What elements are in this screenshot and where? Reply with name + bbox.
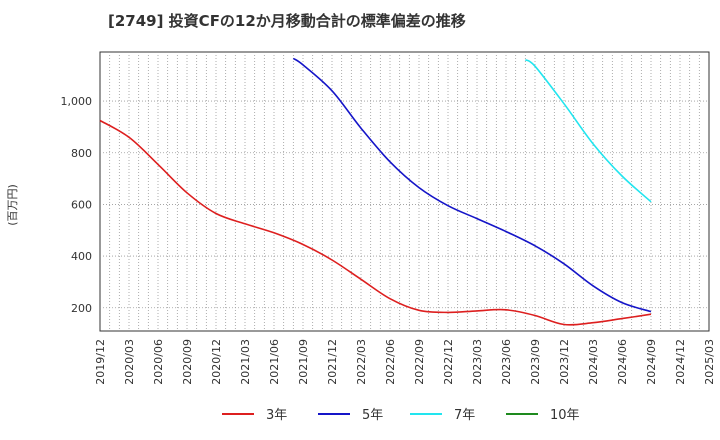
x-tick-label: 2020/12 bbox=[210, 339, 223, 385]
y-tick-label: 800 bbox=[71, 147, 92, 160]
y-tick-label: 400 bbox=[71, 250, 92, 263]
y-tick-label: 1,000 bbox=[61, 95, 93, 108]
y-axis-label: (百万円) bbox=[6, 184, 19, 226]
x-tick-label: 2024/03 bbox=[587, 339, 600, 385]
x-tick-label: 2022/12 bbox=[442, 339, 455, 385]
x-tick-label: 2024/09 bbox=[645, 339, 658, 385]
x-tick-label: 2020/09 bbox=[181, 339, 194, 385]
plot-area bbox=[99, 51, 710, 332]
grid-vertical bbox=[109, 52, 700, 331]
legend-label: 10年 bbox=[550, 408, 580, 423]
chart-title: [2749] 投資CFの12か月移動合計の標準偏差の推移 bbox=[108, 12, 466, 30]
y-tick-labels: 200 400 600 800 1,000 bbox=[61, 95, 93, 315]
x-tick-label: 2021/03 bbox=[239, 339, 252, 385]
y-tick-label: 200 bbox=[71, 302, 92, 315]
legend-label: 3年 bbox=[266, 408, 287, 423]
x-tick-label: 2021/09 bbox=[297, 339, 310, 385]
x-tick-label: 2020/06 bbox=[152, 339, 165, 385]
x-tick-label: 2024/06 bbox=[616, 339, 629, 385]
legend-label: 7年 bbox=[454, 408, 475, 423]
grid-horizontal bbox=[100, 100, 709, 309]
x-tick-label: 2023/03 bbox=[471, 339, 484, 385]
series-line-2 bbox=[292, 57, 652, 313]
x-tick-label: 2019/12 bbox=[94, 339, 107, 385]
x-tick-label: 2024/12 bbox=[674, 339, 687, 385]
series-lines bbox=[99, 57, 652, 326]
x-tick-label: 2021/12 bbox=[326, 339, 339, 385]
series-line-3 bbox=[524, 59, 652, 203]
x-tick-label: 2023/06 bbox=[500, 339, 513, 385]
legend: 3年 5年 7年 10年 bbox=[222, 408, 580, 423]
x-tick-label: 2020/03 bbox=[123, 339, 136, 385]
x-tick-label: 2023/09 bbox=[529, 339, 542, 385]
x-tick-labels: 2019/12 2020/03 2020/06 2020/09 2020/12 2021/… bbox=[94, 339, 716, 385]
x-tick-label: 2022/03 bbox=[355, 339, 368, 385]
y-tick-label: 600 bbox=[71, 198, 92, 211]
legend-label: 5年 bbox=[362, 408, 383, 423]
x-tick-label: 2025/03 bbox=[703, 339, 716, 385]
series-line-1 bbox=[99, 119, 652, 326]
x-tick-label: 2022/09 bbox=[413, 339, 426, 385]
x-tick-label: 2023/12 bbox=[558, 339, 571, 385]
x-tick-label: 2021/06 bbox=[268, 339, 281, 385]
x-tick-label: 2022/06 bbox=[384, 339, 397, 385]
